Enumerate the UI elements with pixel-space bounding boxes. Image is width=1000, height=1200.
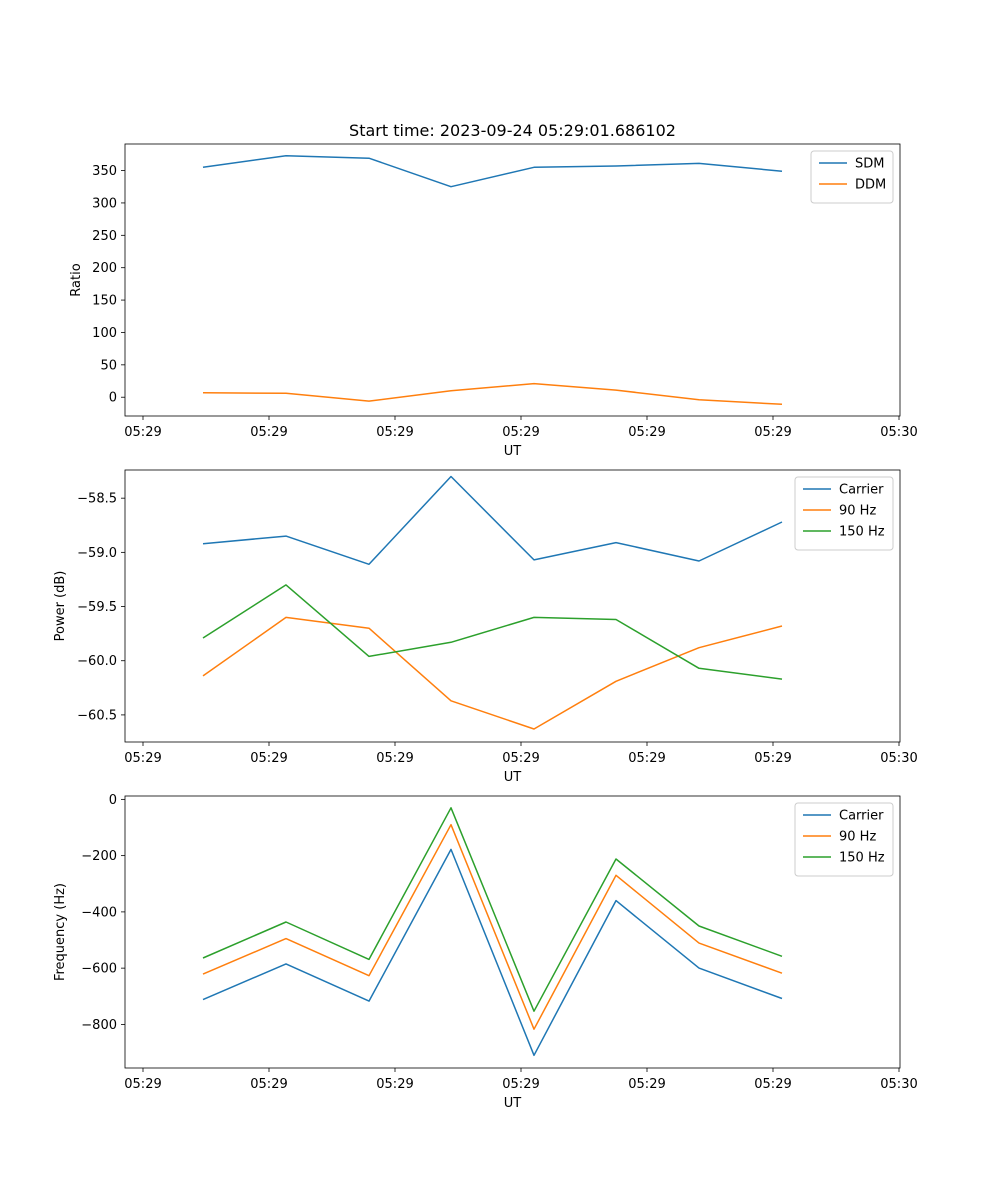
legend-label: 150 Hz — [839, 851, 885, 866]
x-tick-label: 05:29 — [502, 751, 539, 766]
chart-panel-1: Start time: 2023-09-24 05:29:01.68610205… — [69, 121, 918, 459]
legend-label: SDM — [855, 157, 884, 172]
x-tick-label: 05:29 — [628, 751, 665, 766]
y-tick-label: 300 — [92, 196, 117, 211]
axes-frame — [124, 469, 901, 743]
x-tick-label: 05:29 — [376, 1077, 413, 1092]
series-line-carrier — [202, 848, 783, 1057]
y-tick-label: −59.5 — [77, 600, 117, 615]
legend-box — [810, 150, 894, 204]
chart-panel-3: 05:29 05:29 05:29 05:29 05:29 05:29 05:30 0 −200… — [53, 793, 918, 1111]
y-tick-label: −400 — [81, 905, 117, 920]
series-line-150-hz — [202, 807, 783, 1012]
legend-label: 90 Hz — [839, 830, 876, 845]
x-tick-label: 05:29 — [502, 425, 539, 440]
y-tick-label: 0 — [109, 793, 117, 808]
y-tick-label: 350 — [92, 164, 117, 179]
x-tick-label: 05:29 — [250, 1077, 287, 1092]
y-tick-label: −58.5 — [77, 492, 117, 507]
x-tick-label: 05:29 — [502, 1077, 539, 1092]
legend: Carrier 90 Hz 150 Hz — [794, 802, 894, 877]
x-tick-label: 05:29 — [124, 751, 161, 766]
x-axis-label: UT — [504, 770, 522, 785]
x-tick-label: 05:29 — [754, 425, 791, 440]
x-axis-label: UT — [504, 1096, 522, 1111]
legend: SDM DDM — [810, 150, 894, 204]
y-tick-label: 50 — [100, 358, 117, 373]
y-tick-label: −600 — [81, 962, 117, 977]
y-axis-label: Ratio — [69, 263, 84, 296]
y-tick-label: −800 — [81, 1018, 117, 1033]
y-tick-label: −59.0 — [77, 546, 117, 561]
y-tick-label: 200 — [92, 261, 117, 276]
x-tick-label: 05:29 — [250, 425, 287, 440]
series-line-ddm — [202, 382, 783, 406]
x-tick-label: 05:30 — [880, 425, 917, 440]
x-tick-label: 05:29 — [124, 425, 161, 440]
y-tick-label: 100 — [92, 326, 117, 341]
x-tick-label: 05:30 — [880, 751, 917, 766]
x-tick-label: 05:29 — [628, 1077, 665, 1092]
x-tick-label: 05:30 — [880, 1077, 917, 1092]
x-axis-label: UT — [504, 444, 522, 459]
chart-panel-2: 05:29 05:29 05:29 05:29 05:29 05:29 05:30 −58.5… — [53, 469, 918, 785]
y-tick-label: −60.5 — [77, 708, 117, 723]
x-tick-label: 05:29 — [754, 751, 791, 766]
x-tick-label: 05:29 — [124, 1077, 161, 1092]
y-tick-label: 150 — [92, 294, 117, 309]
axes-frame — [124, 795, 901, 1069]
y-tick-label: −60.0 — [77, 654, 117, 669]
y-axis-label: Power (dB) — [53, 571, 68, 642]
axes-frame — [124, 143, 901, 417]
y-axis-label: Frequency (Hz) — [53, 883, 68, 981]
series-line-carrier — [202, 475, 783, 566]
y-tick-label: 250 — [92, 229, 117, 244]
legend-label: 90 Hz — [839, 504, 876, 519]
legend-label: Carrier — [839, 809, 884, 824]
x-tick-label: 05:29 — [250, 751, 287, 766]
x-tick-label: 05:29 — [376, 751, 413, 766]
y-tick-label: 0 — [109, 391, 117, 406]
x-tick-label: 05:29 — [628, 425, 665, 440]
series-line-90-hz — [202, 823, 783, 1030]
series-line-sdm — [202, 154, 783, 188]
legend-label: Carrier — [839, 483, 884, 498]
legend-label: 150 Hz — [839, 525, 885, 540]
x-tick-label: 05:29 — [376, 425, 413, 440]
series-line-150-hz — [202, 584, 783, 680]
chart-title: Start time: 2023-09-24 05:29:01.686102 — [349, 121, 676, 140]
legend-label: DDM — [855, 178, 886, 193]
series-line-90-hz — [202, 616, 783, 730]
legend: Carrier 90 Hz 150 Hz — [794, 476, 894, 551]
y-tick-label: −200 — [81, 849, 117, 864]
x-tick-label: 05:29 — [754, 1077, 791, 1092]
